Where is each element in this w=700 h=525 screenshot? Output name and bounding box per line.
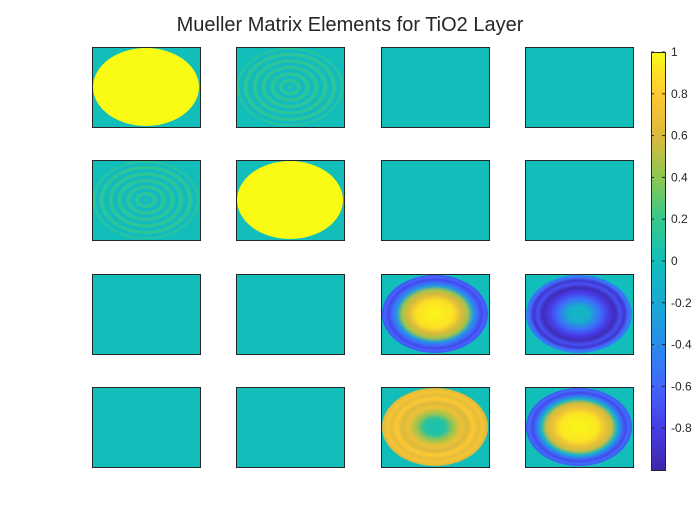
disk-mark xyxy=(237,161,343,239)
ring-pattern-mark xyxy=(382,388,488,466)
chart-title: Mueller Matrix Elements for TiO2 Layer xyxy=(177,14,524,36)
subplot-m13 xyxy=(381,47,490,128)
subplot-frame xyxy=(381,274,490,355)
colorbar-tick-label: 0.6 xyxy=(671,129,688,143)
colorbar-tick-label: 0 xyxy=(671,254,678,268)
subplot-m33 xyxy=(381,274,490,355)
subplot-frame xyxy=(236,274,345,355)
subplot-m32 xyxy=(236,274,345,355)
subplot-m42 xyxy=(236,387,345,468)
colorbar-tick-label: -0.2 xyxy=(671,296,692,310)
subplot-frame xyxy=(525,47,634,128)
subplot-background xyxy=(525,47,633,127)
subplot-background xyxy=(92,387,200,467)
subplot-frame xyxy=(236,160,345,241)
subplot-m24 xyxy=(525,160,634,241)
subplot-frame xyxy=(381,387,490,468)
subplot-frame xyxy=(381,160,490,241)
colorbar-tick-label: 0.8 xyxy=(671,87,688,101)
subplot-background xyxy=(525,160,633,240)
subplot-frame xyxy=(525,387,634,468)
subplot-frame xyxy=(381,47,490,128)
subplot-grid xyxy=(92,47,634,468)
subplot-m14 xyxy=(525,47,634,128)
subplot-m44 xyxy=(525,387,634,468)
colorbar-tick-label: -0.6 xyxy=(671,379,692,393)
subplot-m22 xyxy=(236,160,345,241)
disk-mark xyxy=(93,48,199,126)
subplot-m41 xyxy=(92,387,201,468)
subplot-m21 xyxy=(92,160,201,241)
ring-pattern-mark xyxy=(526,275,632,353)
subplot-frame xyxy=(525,274,634,355)
subplot-m31 xyxy=(92,274,201,355)
subplot-frame xyxy=(525,160,634,241)
colorbar-tick-label: 0.4 xyxy=(671,170,688,184)
subplot-m11 xyxy=(92,47,201,128)
subplot-m43 xyxy=(381,387,490,468)
subplot-background xyxy=(92,274,200,354)
subplot-m12 xyxy=(236,47,345,128)
colorbar-gradient xyxy=(651,52,665,470)
ring-pattern-mark xyxy=(93,161,199,239)
ring-pattern-mark xyxy=(526,388,632,466)
subplot-frame xyxy=(236,47,345,128)
colorbar-tick-label: -0.8 xyxy=(671,421,692,435)
subplot-m34 xyxy=(525,274,634,355)
subplot-frame xyxy=(92,160,201,241)
subplot-frame xyxy=(92,47,201,128)
subplot-background xyxy=(381,160,489,240)
colorbar: 1 0.8 0.6 0.4 0.2 0 -0.2 -0.4 -0.6 -0.8 xyxy=(651,45,692,471)
ring-pattern-mark xyxy=(382,275,488,353)
subplot-background xyxy=(236,274,344,354)
ring-pattern-mark xyxy=(237,48,343,126)
subplot-frame xyxy=(92,387,201,468)
subplot-frame xyxy=(236,387,345,468)
subplot-background xyxy=(381,47,489,127)
subplot-frame xyxy=(92,274,201,355)
subplot-background xyxy=(236,387,344,467)
colorbar-tick-label: -0.4 xyxy=(671,338,692,352)
subplot-m23 xyxy=(381,160,490,241)
colorbar-tick-label: 0.2 xyxy=(671,212,688,226)
colorbar-tick-label: 1 xyxy=(671,45,678,59)
